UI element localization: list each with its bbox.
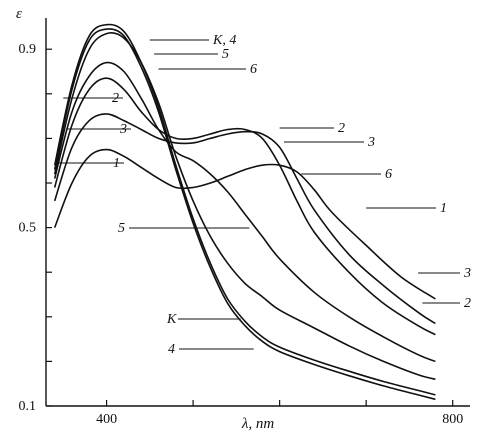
y-axis-title: ε xyxy=(16,6,22,22)
curve-3 xyxy=(53,113,436,325)
x-axis-title: λ, nm xyxy=(241,416,274,432)
curve-6 xyxy=(53,61,436,363)
curve-2 xyxy=(53,77,436,336)
curve-label-2: 2 xyxy=(112,91,119,106)
curve-5 xyxy=(53,32,436,380)
curve-label-5: 5 xyxy=(222,47,229,62)
axes: 0.1 0.5 0.9 400 800 xyxy=(19,18,470,427)
y-tick-label: 0.9 xyxy=(19,42,37,57)
curve-label-2: 2 xyxy=(464,296,471,311)
curve-label-k4: K, 4 xyxy=(212,33,236,48)
curve-label-6: 6 xyxy=(250,62,257,77)
curve-label-4: 4 xyxy=(168,342,175,357)
y-tick-label: 0.1 xyxy=(19,399,37,414)
curve-label-1: 1 xyxy=(113,156,120,171)
curve-label-1: 1 xyxy=(440,201,447,216)
curve-k xyxy=(53,23,436,396)
curve-label-5: 5 xyxy=(118,221,125,236)
y-tick-label: 0.5 xyxy=(19,221,37,236)
curve-label-3: 3 xyxy=(119,122,127,137)
curve-1 xyxy=(53,148,436,300)
x-tick-label: 400 xyxy=(96,412,117,427)
curve-label-2: 2 xyxy=(338,121,345,136)
x-tick-label: 800 xyxy=(442,412,463,427)
curve-label-k: K xyxy=(166,312,177,327)
curve-4 xyxy=(53,28,436,401)
curve-label-3: 3 xyxy=(463,266,471,281)
curve-label-6: 6 xyxy=(385,167,392,182)
curves xyxy=(53,23,436,401)
curve-label-3: 3 xyxy=(367,135,375,150)
